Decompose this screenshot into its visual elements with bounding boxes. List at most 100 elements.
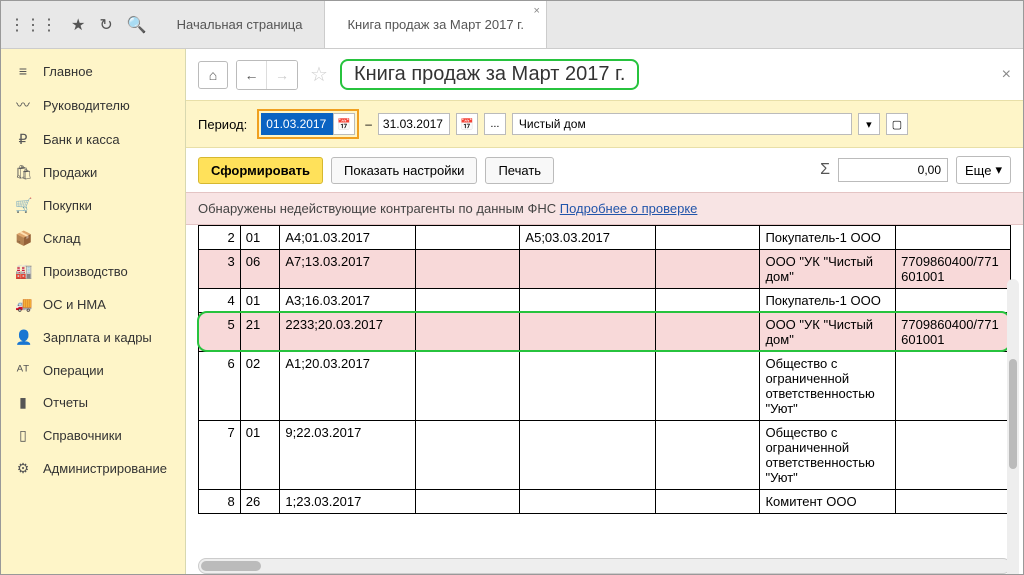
sigma-icon: Σ xyxy=(820,161,830,179)
sidebar-icon: ⚙ xyxy=(15,460,31,477)
history-icon[interactable]: ↻ xyxy=(99,15,112,35)
table-cell xyxy=(416,250,520,289)
table-cell: 3 xyxy=(199,250,241,289)
table-cell: ООО "УК "Чистый дом" xyxy=(760,250,896,289)
sidebar-item[interactable]: 🏭Производство xyxy=(1,255,185,288)
sidebar-item-label: Отчеты xyxy=(43,395,88,410)
settings-button[interactable]: Показать настройки xyxy=(331,157,477,184)
sidebar-item[interactable]: 🚚ОС и НМА xyxy=(1,288,185,321)
table-cell: 6 xyxy=(199,352,241,421)
date-from-input[interactable] xyxy=(261,113,333,135)
vertical-scrollbar[interactable] xyxy=(1007,279,1019,574)
table-cell: ООО "УК "Чистый дом" xyxy=(760,313,896,352)
table-row[interactable]: 7019;22.03.2017 Общество с ограниченной о… xyxy=(199,421,1011,490)
more-button[interactable]: Еще▾ xyxy=(956,156,1011,184)
table-cell xyxy=(416,490,520,514)
table-cell xyxy=(896,421,1011,490)
table-cell xyxy=(656,250,760,289)
sidebar-icon: ₽ xyxy=(15,131,31,148)
table-cell: Покупатель-1 ООО xyxy=(760,289,896,313)
tab-active[interactable]: Книга продаж за Март 2017 г.× xyxy=(325,1,546,48)
sidebar-item-label: Производство xyxy=(43,264,128,279)
sidebar-item[interactable]: 👤Зарплата и кадры xyxy=(1,321,185,354)
table-cell xyxy=(520,421,656,490)
sidebar-icon: ≡ xyxy=(15,63,31,79)
table-cell xyxy=(896,490,1011,514)
table-cell xyxy=(520,352,656,421)
sidebar-icon: 〰 xyxy=(15,95,31,115)
print-button[interactable]: Печать xyxy=(485,157,554,184)
table-cell: 26 xyxy=(240,490,280,514)
back-button[interactable]: ← xyxy=(237,61,267,89)
org-input[interactable] xyxy=(512,113,852,135)
sidebar-item[interactable]: 🛍Продажи xyxy=(1,156,185,189)
table-cell: 2 xyxy=(199,226,241,250)
table-cell xyxy=(896,289,1011,313)
horizontal-scrollbar[interactable] xyxy=(198,558,1011,574)
close-page-button[interactable]: × xyxy=(1002,66,1011,84)
data-table: 201А4;01.03.2017А5;03.03.2017Покупатель-… xyxy=(198,225,1011,514)
table-cell xyxy=(656,289,760,313)
table-row[interactable]: 8261;23.03.2017Комитент ООО xyxy=(199,490,1011,514)
table-row[interactable]: 306А7;13.03.2017ООО "УК "Чистый дом"7709… xyxy=(199,250,1011,289)
period-row: Период: 📅 – 📅 ... ▾ ▢ xyxy=(186,100,1023,148)
table-cell: А5;03.03.2017 xyxy=(520,226,656,250)
period-picker-button[interactable]: ... xyxy=(484,113,506,135)
table-row[interactable]: 201А4;01.03.2017А5;03.03.2017Покупатель-… xyxy=(199,226,1011,250)
sidebar-item-label: Администрирование xyxy=(43,461,167,476)
table-cell: 7 xyxy=(199,421,241,490)
star-icon[interactable]: ★ xyxy=(71,15,85,35)
table-cell xyxy=(416,289,520,313)
button-row: Сформировать Показать настройки Печать Σ… xyxy=(186,148,1023,192)
sidebar-item[interactable]: ₽Банк и касса xyxy=(1,123,185,156)
sidebar-item[interactable]: 🛒Покупки xyxy=(1,189,185,222)
warning-text: Обнаружены недействующие контрагенты по … xyxy=(198,201,560,216)
table-cell: 01 xyxy=(240,421,280,490)
org-open-icon[interactable]: ▢ xyxy=(886,113,908,135)
date-to-input[interactable] xyxy=(378,113,450,135)
table-cell: 5 xyxy=(199,313,241,352)
home-button[interactable]: ⌂ xyxy=(198,61,228,89)
content: ⌂ ← → ☆ Книга продаж за Март 2017 г. × П… xyxy=(186,49,1023,574)
table-cell: 2233;20.03.2017 xyxy=(280,313,416,352)
sidebar-item[interactable]: 📦Склад xyxy=(1,222,185,255)
table-cell xyxy=(520,289,656,313)
close-icon[interactable]: × xyxy=(534,5,540,17)
table-row[interactable]: 602А1;20.03.2017Общество с ограниченной … xyxy=(199,352,1011,421)
search-icon[interactable]: 🔍 xyxy=(127,15,147,35)
table-cell xyxy=(656,226,760,250)
titlebar: ⌂ ← → ☆ Книга продаж за Март 2017 г. × xyxy=(186,49,1023,100)
nav-group: ← → xyxy=(236,60,298,90)
favorite-icon[interactable]: ☆ xyxy=(310,62,328,87)
calendar-to-icon[interactable]: 📅 xyxy=(456,113,478,135)
table-row[interactable]: 401А3;16.03.2017Покупатель-1 ООО xyxy=(199,289,1011,313)
sidebar-item[interactable]: ▯Справочники xyxy=(1,419,185,452)
table-cell xyxy=(656,490,760,514)
sidebar-item[interactable]: ≡Главное xyxy=(1,55,185,87)
calendar-from-icon[interactable]: 📅 xyxy=(333,113,355,135)
org-dropdown-icon[interactable]: ▾ xyxy=(858,113,880,135)
table-row[interactable]: 5212233;20.03.2017ООО "УК "Чистый дом"77… xyxy=(199,313,1011,352)
sidebar-item-label: Склад xyxy=(43,231,81,246)
table-cell: 4 xyxy=(199,289,241,313)
sum-field[interactable] xyxy=(838,158,948,182)
sidebar-item[interactable]: ᴬᵀОперации xyxy=(1,354,185,386)
tab-home[interactable]: Начальная страница xyxy=(155,1,326,48)
sidebar-icon: ᴬᵀ xyxy=(15,362,31,378)
sidebar-icon: 🚚 xyxy=(15,296,31,313)
table-cell: Комитент ООО xyxy=(760,490,896,514)
table-cell: Общество с ограниченной ответственностью… xyxy=(760,421,896,490)
table-cell: 21 xyxy=(240,313,280,352)
table-cell: 01 xyxy=(240,226,280,250)
table-cell: 9;22.03.2017 xyxy=(280,421,416,490)
sidebar-item[interactable]: ▮Отчеты xyxy=(1,386,185,419)
warning-link[interactable]: Подробнее о проверке xyxy=(560,201,698,216)
forward-button[interactable]: → xyxy=(267,61,297,89)
form-button[interactable]: Сформировать xyxy=(198,157,323,184)
table-cell: Общество с ограниченной ответственностью… xyxy=(760,352,896,421)
sidebar-item[interactable]: ⚙ Администрирование xyxy=(1,452,185,485)
table-cell xyxy=(416,226,520,250)
sidebar: ≡Главное〰Руководителю₽Банк и касса🛍Прода… xyxy=(1,49,186,574)
sidebar-item[interactable]: 〰Руководителю xyxy=(1,87,185,123)
apps-icon[interactable]: ⋮⋮⋮ xyxy=(9,15,57,35)
